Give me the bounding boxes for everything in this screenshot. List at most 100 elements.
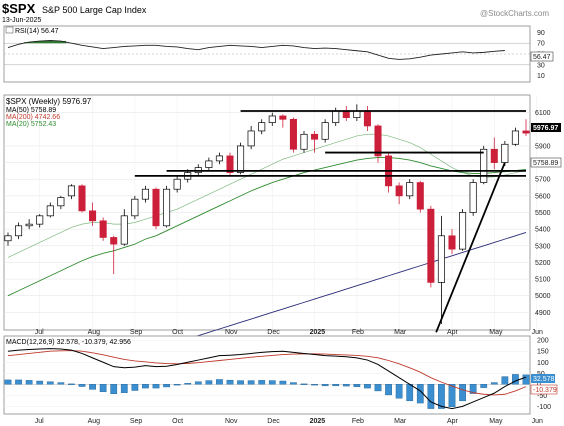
macd-histogram-bar [237, 380, 244, 385]
x-axis-label: 2025 [310, 418, 326, 425]
candle-down [311, 133, 319, 140]
rsi-last-label: 56.47 [533, 54, 551, 61]
macd-tick-label: -100 [537, 404, 551, 411]
x-axis-label: Feb [352, 329, 364, 336]
macd-histogram-bar [342, 384, 350, 387]
macd-histogram-bar [300, 383, 308, 385]
candle-up [215, 155, 223, 162]
macd-histogram-bar [46, 381, 54, 385]
macd-histogram-bar [268, 380, 276, 385]
macd-last-label: 32.578 [533, 376, 555, 383]
macd-tick-label: 150 [537, 349, 549, 356]
macd-histogram-bar [385, 384, 392, 396]
price-tick-label: 6100 [535, 110, 551, 117]
chart-date: 13-Jun-2025 [2, 17, 41, 24]
macd-histogram-bar [194, 381, 202, 385]
candle-down [152, 188, 160, 227]
x-axis-label: Oct [172, 418, 183, 425]
rsi-legend-box [5, 26, 14, 34]
chart-symbol: $SPX [2, 1, 36, 16]
price-panel: 6100590058005700560055005400530052005100… [3, 94, 562, 397]
candle-down [416, 182, 424, 210]
macd-histogram-bar [15, 379, 22, 385]
candle-down [289, 118, 297, 150]
macd-histogram-bar [68, 383, 75, 385]
rsi-line [7, 40, 505, 60]
price-tick-label: 5000 [535, 293, 551, 300]
candle-down [427, 208, 435, 283]
macd-histogram-bar [480, 384, 488, 388]
candle-down [226, 155, 234, 173]
ma50-legend: MA(50) 5758.89 [6, 107, 56, 114]
macd-histogram-bar [163, 384, 170, 388]
price-tick-label: 5600 [535, 193, 551, 200]
macd-panel: 200150100500-50-100 MACD(12,26,9) 32.578… [3, 335, 558, 415]
x-axis-label: Apr [447, 418, 459, 425]
candle-up [469, 182, 477, 213]
candle-up [173, 178, 181, 190]
candle-up [131, 198, 139, 217]
candle-up [57, 197, 65, 207]
macd-histogram-bar [89, 384, 96, 390]
macd-histogram-bar [459, 384, 466, 402]
candle-down [342, 110, 350, 118]
candle-up [67, 185, 75, 197]
macd-histogram-bar [501, 376, 509, 385]
x-axis-label: Dec [267, 329, 280, 336]
rsi-legend: RSI(14) 56.47 [15, 28, 59, 35]
candle-up [247, 130, 255, 147]
candle-down [522, 130, 530, 134]
macd-histogram-bar [120, 384, 128, 393]
candle-down [89, 210, 97, 222]
macd-histogram-bar [490, 382, 498, 385]
macd-histogram-bar [279, 380, 287, 385]
macd-histogram-bar [25, 380, 33, 385]
price-tick-label: 5700 [535, 177, 551, 184]
macd-histogram-bar [374, 384, 382, 392]
rsi-tick-label: 70 [537, 41, 545, 48]
macd-histogram-bar [448, 384, 456, 408]
candle-down [490, 148, 498, 163]
candle-up [480, 148, 488, 183]
x-axis-label: Jul [35, 329, 44, 336]
price-tick-label: 5100 [535, 277, 551, 284]
candle-up [406, 182, 414, 197]
candle-down [78, 185, 86, 212]
price-tick-label: 5200 [535, 260, 551, 267]
candle-up [46, 205, 54, 217]
candle-up [141, 188, 149, 200]
candle-up [205, 160, 213, 168]
candle-up [25, 223, 33, 227]
macd-histogram-bar [110, 384, 118, 395]
price-tick-label: 5900 [535, 143, 551, 150]
macd-histogram-bar [395, 384, 403, 399]
ma-label: 5758.89 [533, 160, 558, 167]
x-axis-label: Jul [35, 418, 44, 425]
macd-histogram-bar [226, 379, 234, 385]
macd-line [7, 348, 527, 410]
last-price-badge [531, 123, 561, 132]
candle-up [511, 130, 519, 145]
macd-histogram-bar [4, 379, 12, 385]
signal-last-label: -10.379 [533, 387, 557, 394]
candle-up [300, 133, 308, 150]
x-axis-label: Nov [225, 329, 238, 336]
price-tick-label: 4900 [535, 310, 551, 317]
price-legend-title: $SPX (Weekly) 5976.97 [6, 97, 92, 106]
x-axis-label: Nov [225, 418, 238, 425]
candle-up [4, 235, 12, 242]
candle-up [353, 110, 361, 118]
macd-histogram-bar [205, 380, 213, 385]
ma20-line [7, 133, 527, 258]
candle-up [332, 110, 340, 123]
macd-tick-label: 200 [537, 338, 549, 345]
candle-down [99, 220, 107, 238]
macd-legend: MACD(12,26,9) 32.578, -10.379, 42.956 [6, 339, 131, 346]
signal-last-badge [530, 384, 558, 395]
x-axis-label: Dec [267, 418, 280, 425]
x-axis-label: 2025 [310, 329, 326, 336]
ma-badge [530, 157, 562, 168]
candle-up [258, 122, 266, 132]
macd-histogram-bar [142, 384, 149, 389]
